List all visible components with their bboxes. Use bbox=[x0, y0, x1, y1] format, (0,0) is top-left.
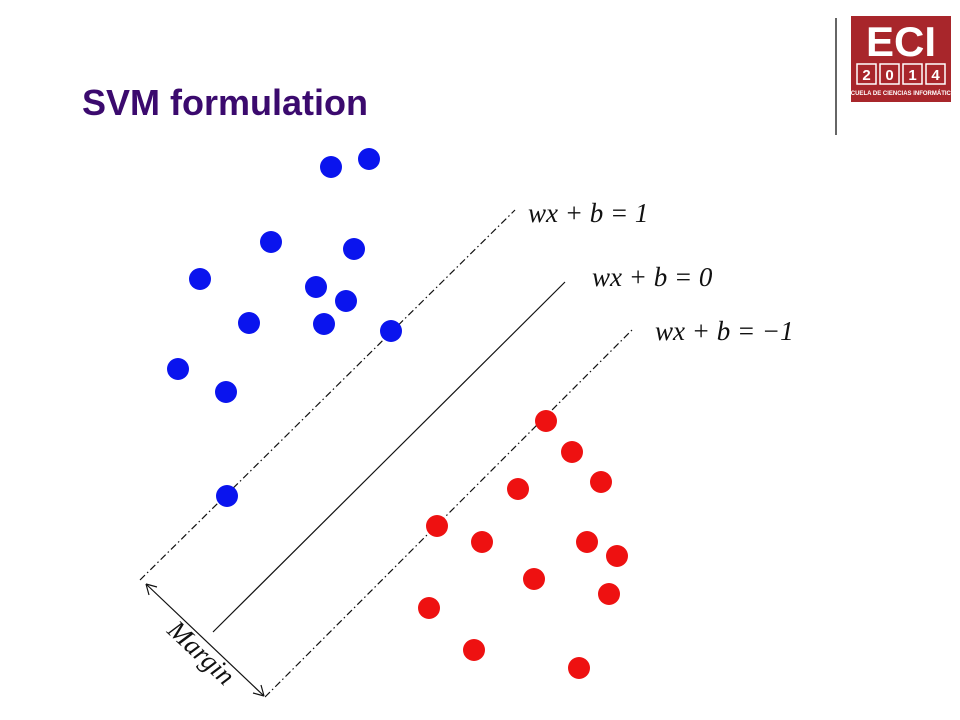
blue-point bbox=[167, 358, 189, 380]
blue-point bbox=[343, 238, 365, 260]
year-digit: 0 bbox=[885, 67, 893, 84]
red-point bbox=[598, 583, 620, 605]
red-point bbox=[523, 568, 545, 590]
red-point bbox=[568, 657, 590, 679]
red-point bbox=[507, 478, 529, 500]
red-point bbox=[471, 531, 493, 553]
red-point bbox=[418, 597, 440, 619]
slide-title: SVM formulation bbox=[82, 82, 368, 123]
year-box bbox=[902, 63, 923, 85]
logo-subtitle: ESCUELA DE CIENCIAS INFORMÁTICAS bbox=[843, 90, 959, 97]
year-box bbox=[879, 63, 900, 85]
blue-point bbox=[260, 231, 282, 253]
year-digit: 1 bbox=[908, 67, 916, 84]
red-point bbox=[576, 531, 598, 553]
logo-name: ECI bbox=[866, 18, 936, 65]
blue-point bbox=[215, 381, 237, 403]
blue-point bbox=[358, 148, 380, 170]
red-point bbox=[606, 545, 628, 567]
decision-line bbox=[212, 281, 566, 633]
red-point bbox=[463, 639, 485, 661]
logo-background bbox=[851, 16, 951, 102]
red-point bbox=[535, 410, 557, 432]
blue-point bbox=[335, 290, 357, 312]
margin-arrow bbox=[145, 583, 265, 697]
year-box bbox=[925, 63, 946, 85]
upper-margin-line bbox=[139, 209, 516, 581]
points bbox=[167, 148, 628, 679]
equation-label: wx + b = 0 bbox=[592, 262, 713, 292]
blue-point bbox=[305, 276, 327, 298]
red-point bbox=[561, 441, 583, 463]
year-digit: 2 bbox=[862, 67, 870, 84]
equation-label: wx + b = −1 bbox=[655, 316, 794, 346]
year-box bbox=[856, 63, 877, 85]
blue-point bbox=[238, 312, 260, 334]
blue-point bbox=[189, 268, 211, 290]
blue-point bbox=[320, 156, 342, 178]
blue-point bbox=[380, 320, 402, 342]
arrow-heads bbox=[145, 583, 265, 697]
blue-point bbox=[313, 313, 335, 335]
red-point bbox=[590, 471, 612, 493]
blue-point bbox=[216, 485, 238, 507]
red-point bbox=[426, 515, 448, 537]
hyperplanes bbox=[139, 209, 633, 698]
year-digit: 4 bbox=[931, 67, 940, 84]
equation-label: wx + b = 1 bbox=[528, 198, 648, 228]
